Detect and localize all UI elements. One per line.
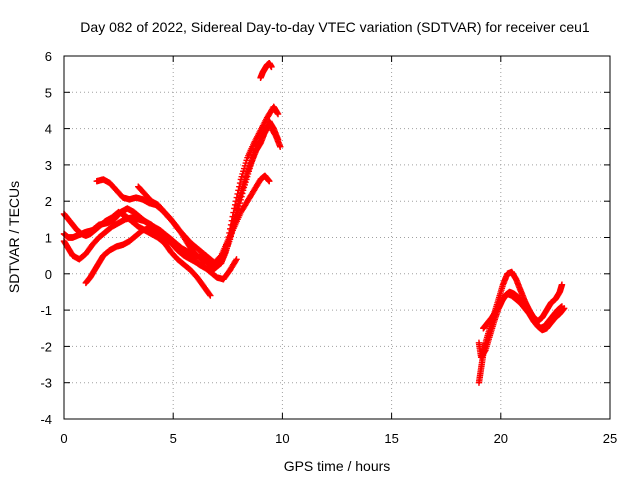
y-axis-label: SDTVAR / TECUs (6, 181, 22, 293)
series-track-j (480, 288, 566, 332)
data-point (558, 281, 566, 288)
data-point (228, 217, 236, 224)
data-point (232, 215, 239, 222)
plot-frame (63, 55, 611, 420)
y-tick-label: 4 (45, 122, 52, 137)
data-point (227, 233, 235, 240)
y-tick-label: -4 (40, 412, 52, 427)
x-tick-label: 25 (603, 431, 617, 446)
data-point (274, 110, 282, 118)
data-point (234, 206, 242, 213)
series-track-c (60, 214, 240, 283)
data-point (228, 230, 235, 237)
data-point (238, 193, 245, 200)
x-axis-label: GPS time / hours (284, 458, 391, 474)
gridlines (64, 56, 610, 419)
data-point (236, 199, 244, 207)
x-tick-label: 10 (275, 431, 289, 446)
series-track-g (257, 60, 275, 81)
y-tick-label: 1 (45, 231, 52, 246)
data-point (268, 63, 275, 71)
data-point (239, 190, 246, 197)
y-tick-label: -1 (40, 303, 52, 318)
data-point (233, 212, 240, 219)
y-tick-label: 5 (45, 85, 52, 100)
data-point (232, 198, 240, 205)
data-point (237, 196, 244, 204)
y-tick-label: 0 (45, 267, 52, 282)
data-point (230, 224, 237, 231)
x-tick-label: 15 (384, 431, 398, 446)
data-point (234, 209, 241, 216)
data-point (207, 292, 214, 299)
series-track-h (475, 268, 566, 386)
data-point (226, 236, 234, 243)
data-point (233, 256, 240, 263)
chart-title: Day 082 of 2022, Sidereal Day-to-day VTE… (80, 19, 590, 35)
y-tick-label: -2 (40, 339, 52, 354)
y-tick-label: -3 (40, 376, 52, 391)
data-point (236, 183, 243, 190)
data-point (231, 201, 239, 209)
data-point (235, 202, 243, 210)
series-track-f (135, 121, 284, 268)
data-point (230, 221, 238, 228)
data-point (206, 291, 213, 298)
data-points (60, 60, 568, 386)
data-point (231, 218, 239, 225)
x-tick-label: 5 (170, 431, 177, 446)
data-point (236, 179, 244, 187)
data-point (233, 194, 241, 201)
data-point (558, 303, 566, 310)
data-point (266, 178, 273, 185)
y-tick-label: 6 (45, 49, 52, 64)
x-tick-label: 0 (60, 431, 67, 446)
y-tick-label: 3 (45, 158, 52, 173)
data-point (277, 143, 284, 150)
axis-ticks: 0 5 10 15 20 25 -4 -3 -2 -1 0 1 2 3 4 5 6 (40, 49, 617, 446)
data-point (231, 205, 238, 212)
data-point (232, 257, 239, 264)
data-point (229, 227, 236, 234)
y-tick-label: 2 (45, 194, 52, 209)
x-tick-label: 20 (494, 431, 508, 446)
